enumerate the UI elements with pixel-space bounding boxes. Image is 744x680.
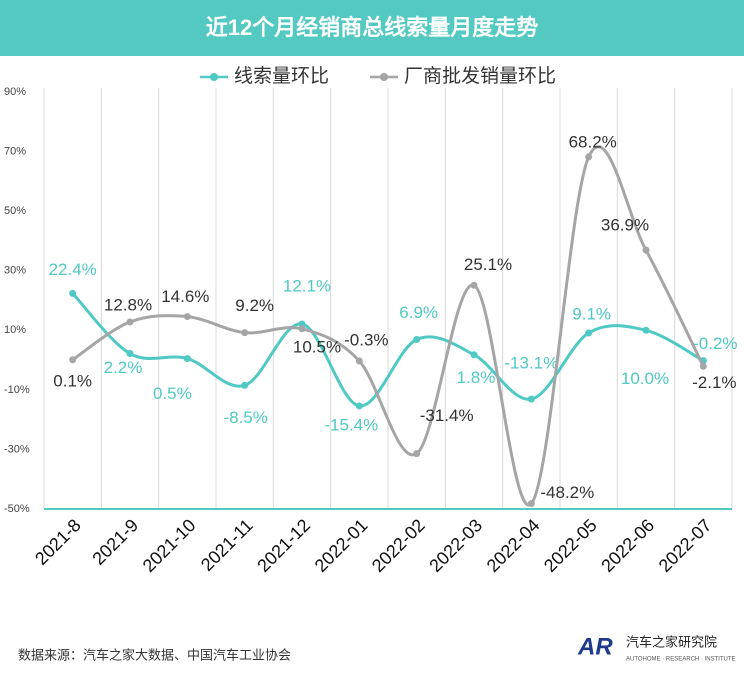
x-tick-label: 2022-04 (483, 515, 544, 576)
legend-label: 厂商批发销量环比 (404, 65, 556, 87)
data-label: 9.2% (235, 296, 274, 315)
data-point (241, 329, 249, 337)
data-label: -48.2% (540, 483, 594, 502)
data-point (642, 326, 650, 334)
y-tick-label: 50% (4, 205, 26, 217)
y-tick-label: 10% (4, 324, 26, 336)
data-point (585, 329, 593, 337)
x-tick-label: 2022-06 (597, 515, 658, 576)
data-label: 12.8% (104, 295, 152, 314)
data-label: 2.2% (104, 358, 143, 377)
data-label: 12.1% (283, 277, 331, 296)
data-label: -13.1% (504, 354, 558, 373)
x-tick-label: 2021-9 (88, 515, 142, 569)
data-label: -8.5% (223, 408, 267, 427)
data-label: -15.4% (324, 415, 378, 434)
data-label: 10.0% (621, 369, 669, 388)
data-label: 22.4% (49, 260, 97, 279)
y-tick-label: -50% (4, 503, 30, 515)
legend-label: 线索量环比 (234, 65, 329, 87)
data-label: 10.5% (293, 337, 341, 356)
source-note: 数据来源：汽车之家大数据、中国汽车工业协会 (18, 647, 291, 662)
data-label: 6.9% (399, 303, 438, 322)
data-point (585, 153, 593, 161)
data-point (642, 246, 650, 254)
x-tick-label: 2021-10 (139, 515, 200, 576)
data-label: 0.1% (53, 371, 92, 390)
data-label: 1.8% (457, 368, 496, 387)
x-tick-label: 2022-01 (311, 515, 372, 576)
data-point (355, 357, 363, 365)
y-tick-label: 30% (4, 265, 26, 277)
data-label: -2.1% (692, 373, 736, 392)
data-point (470, 281, 478, 289)
brand-name: 汽车之家研究院 (626, 634, 717, 649)
y-tick-label: -30% (4, 443, 30, 455)
data-point (527, 500, 535, 508)
data-label: 36.9% (601, 216, 649, 235)
x-tick-label: 2022-05 (540, 515, 601, 576)
y-tick-label: 90% (4, 86, 26, 98)
data-label: -0.3% (344, 330, 388, 349)
data-point (126, 318, 134, 326)
data-point (69, 289, 77, 297)
x-tick-label: 2022-03 (425, 515, 486, 576)
data-point (183, 355, 191, 363)
brand-logo: AR (577, 633, 613, 660)
title-banner (0, 0, 744, 56)
series-line (71, 145, 705, 507)
x-tick-label: 2022-02 (368, 515, 429, 576)
x-tick-label: 2021-11 (197, 515, 257, 575)
data-label: 25.1% (464, 255, 512, 274)
y-tick-label: -10% (4, 384, 30, 396)
data-point (126, 350, 134, 358)
data-label: 68.2% (569, 132, 617, 151)
data-point (69, 356, 77, 364)
data-point (699, 362, 707, 370)
data-point (413, 450, 421, 458)
y-tick-label: 70% (4, 145, 26, 157)
x-tick-label: 2021-8 (31, 515, 85, 569)
data-label: 9.1% (572, 304, 611, 323)
x-tick-label: 2021-12 (253, 515, 314, 576)
brand-sub: AUTOHOME · RESEARCH · INSTITUTE (626, 657, 736, 663)
chart-title: 近12个月经销商总线索量月度走势 (206, 15, 538, 40)
data-label: -31.4% (420, 406, 474, 425)
data-point (298, 325, 306, 333)
x-tick-label: 2022-07 (655, 515, 716, 576)
data-label: 14.6% (161, 287, 209, 306)
data-point (470, 351, 478, 359)
data-point (183, 313, 191, 321)
data-point (355, 402, 363, 410)
data-point (527, 395, 535, 403)
data-point (413, 336, 421, 344)
data-label: -0.2% (693, 334, 737, 353)
data-label: 0.5% (153, 384, 192, 403)
legend-swatch (210, 73, 218, 81)
legend-swatch (380, 73, 388, 81)
data-point (241, 381, 249, 389)
